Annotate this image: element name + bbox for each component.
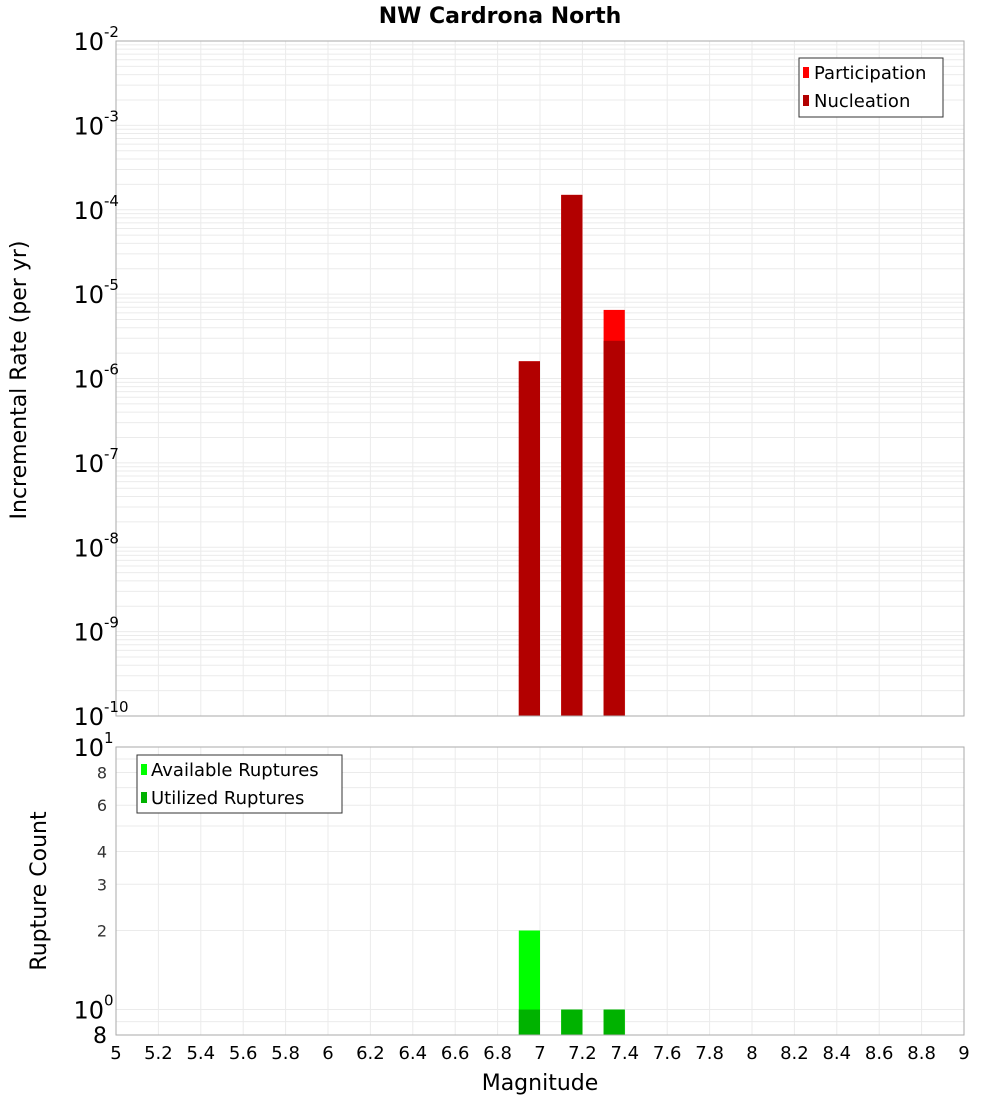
x-tick-label: 5.2 — [144, 1043, 173, 1064]
bottom-bars — [518, 930, 625, 1035]
bar-nucleation — [603, 340, 625, 716]
top-plot: 10-210-310-410-510-610-710-810-910-10 In… — [7, 23, 965, 731]
y-tick-label: 3 — [97, 875, 107, 894]
top-legend-box — [798, 57, 944, 118]
legend-available-ruptures: Available Ruptures — [151, 760, 319, 781]
y-tick-label: 10 — [73, 450, 104, 478]
y-tick-exponent: -2 — [104, 23, 119, 41]
utilized-swatch-icon — [141, 792, 147, 803]
y-tick-exponent: -3 — [104, 107, 119, 125]
legend-utilized-ruptures: Utilized Ruptures — [151, 788, 304, 809]
top-bars — [518, 194, 625, 716]
bottom-legend: Available Ruptures Utilized Ruptures — [136, 754, 343, 814]
bottom-y-axis-label: Rupture Count — [27, 811, 52, 971]
bar-utilized-ruptures — [561, 1009, 583, 1035]
x-tick-label: 8.4 — [822, 1043, 851, 1064]
y-tick-label: 10 — [73, 734, 104, 762]
x-tick-label: 6 — [322, 1043, 333, 1064]
legend-nucleation: Nucleation — [814, 91, 910, 112]
top-y-axis-label: Incremental Rate (per yr) — [7, 241, 32, 520]
y-tick-label: 10 — [73, 997, 104, 1025]
y-tick-label: 4 — [97, 842, 107, 861]
chart-title: NW Cardrona North — [379, 4, 622, 29]
bar-utilized-ruptures — [603, 1009, 625, 1035]
y-tick-label: 6 — [97, 796, 107, 815]
y-tick-label: 10 — [73, 366, 104, 394]
x-tick-label: 7 — [534, 1043, 545, 1064]
top-plot-frame — [115, 40, 965, 717]
bar-utilized-ruptures — [518, 1009, 540, 1035]
nucleation-swatch-icon — [803, 95, 809, 106]
y-tick-label: 8 — [93, 1024, 107, 1049]
available-swatch-icon — [141, 764, 147, 775]
bar-nucleation — [561, 194, 583, 716]
y-tick-exponent: 1 — [104, 729, 114, 747]
x-tick-label: 6.8 — [483, 1043, 512, 1064]
top-legend: Participation Nucleation — [798, 57, 944, 118]
y-tick-label: 10 — [73, 112, 104, 140]
y-tick-exponent: -6 — [104, 361, 119, 379]
bottom-plot-frame — [115, 746, 965, 1036]
x-axis-label: Magnitude — [482, 1071, 599, 1096]
y-tick-label: 10 — [73, 534, 104, 562]
y-tick-label: 10 — [73, 703, 104, 731]
y-tick-label: 10 — [73, 619, 104, 647]
x-tick-label: 8.2 — [780, 1043, 809, 1064]
y-tick-label: 2 — [97, 922, 107, 941]
x-tick-label: 7.8 — [695, 1043, 724, 1064]
x-tick-label: 5.4 — [186, 1043, 215, 1064]
x-tick-label: 5.6 — [229, 1043, 258, 1064]
x-ticks: 5 5.2 5.4 5.6 5.8 6 6.2 6.4 6.6 6.8 7 7.2 7.4 7.6 7.8 8… — [110, 1043, 969, 1064]
x-tick-label: 7.4 — [610, 1043, 639, 1064]
y-tick-exponent: -5 — [104, 276, 119, 294]
x-tick-label: 5.8 — [271, 1043, 300, 1064]
y-tick-exponent: 0 — [104, 992, 114, 1010]
y-tick-exponent: -10 — [104, 698, 129, 716]
y-tick-exponent: -7 — [104, 445, 119, 463]
y-tick-label: 10 — [73, 281, 104, 309]
x-tick-label: 8.8 — [907, 1043, 936, 1064]
y-tick-exponent: -8 — [104, 529, 119, 547]
bottom-legend-box — [136, 754, 343, 814]
participation-swatch-icon — [803, 67, 809, 78]
y-tick-label: 10 — [73, 197, 104, 225]
x-tick-label: 6.4 — [398, 1043, 427, 1064]
bar-available-ruptures — [518, 930, 540, 1035]
x-tick-label: 9 — [958, 1043, 969, 1064]
x-tick-label: 6.6 — [441, 1043, 470, 1064]
y-tick-exponent: -9 — [104, 614, 119, 632]
x-tick-label: 5 — [110, 1043, 121, 1064]
x-tick-label: 8 — [746, 1043, 757, 1064]
x-tick-label: 7.2 — [568, 1043, 597, 1064]
top-y-ticks: 10-210-310-410-510-610-710-810-910-10 — [73, 23, 128, 731]
y-tick-label: 10 — [73, 28, 104, 56]
y-tick-exponent: -4 — [104, 192, 119, 210]
bar-nucleation — [518, 361, 540, 716]
x-tick-label: 8.6 — [865, 1043, 894, 1064]
legend-participation: Participation — [814, 63, 926, 84]
x-tick-label: 6.2 — [356, 1043, 385, 1064]
x-tick-label: 7.6 — [653, 1043, 682, 1064]
y-tick-label: 8 — [97, 763, 107, 782]
